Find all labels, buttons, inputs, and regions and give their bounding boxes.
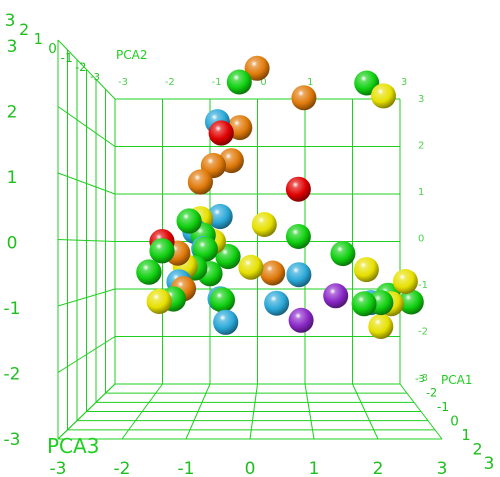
tick-label-left-y: 3 [7, 37, 18, 57]
data-point-purple [323, 283, 349, 309]
data-point-yellow [392, 269, 418, 294]
tick-labels: -3-2-101233210-1-2-3-3-2-101233210-1-2-3… [4, 11, 495, 477]
tick-label-back-top: -3 [118, 77, 128, 88]
data-point-orange [260, 260, 286, 286]
data-point-purple [288, 307, 314, 333]
tick-label-depth-top-left: 2 [19, 20, 29, 39]
tick-label-depth-bottom-right: -2 [426, 387, 437, 400]
tick-label-left-y: 2 [7, 103, 18, 123]
data-points [136, 55, 424, 339]
tick-label-front-x: 1 [309, 459, 320, 477]
tick-label-depth-top-left: -3 [90, 72, 100, 83]
tick-label-depth-top-left: -1 [61, 51, 73, 65]
data-point-blue [264, 290, 290, 316]
tick-label-depth-bottom-right: 2 [472, 440, 482, 459]
tick-label-front-x: -2 [114, 459, 131, 477]
tick-label-depth-top-left: 0 [48, 41, 57, 57]
data-point-orange [291, 85, 317, 111]
tick-label-back-right: -2 [418, 327, 428, 338]
data-point-yellow [146, 288, 172, 314]
pca1-axis-label: PCA1 [441, 373, 472, 387]
data-point-green [149, 238, 175, 264]
data-point-green [398, 289, 424, 315]
data-point-green [226, 69, 252, 95]
tick-label-depth-bottom-right: 1 [461, 427, 470, 444]
tick-label-back-top: -2 [165, 77, 175, 88]
tick-label-back-right: -1 [418, 280, 428, 291]
data-point-green [209, 287, 235, 313]
tick-label-back-top: 0 [260, 77, 266, 88]
tick-label-back-top: -1 [212, 77, 222, 88]
tick-label-front-x: -1 [178, 459, 195, 477]
data-point-green [136, 259, 162, 285]
data-point-blue [207, 203, 233, 230]
data-point-orange [187, 169, 213, 195]
data-point-green [351, 291, 377, 317]
tick-label-depth-bottom-right: 3 [484, 454, 495, 474]
tick-label-left-y: -1 [4, 299, 21, 319]
data-point-green [176, 208, 202, 234]
data-point-red [208, 120, 234, 146]
data-point-blue [286, 262, 312, 288]
tick-label-back-top: 3 [401, 77, 407, 88]
tick-label-depth-top-left: 3 [5, 11, 16, 31]
data-point-yellow [238, 254, 264, 280]
data-point-orange [244, 55, 270, 81]
data-point-green [330, 241, 356, 267]
data-point-red [285, 176, 311, 202]
grid-line-floor-depth [399, 383, 443, 440]
data-point-yellow [368, 314, 394, 339]
data-point-green [285, 224, 311, 249]
tick-label-left-y: 1 [7, 168, 18, 188]
tick-label-left-y: -2 [4, 365, 21, 385]
tick-label-front-x: -3 [50, 459, 67, 477]
tick-label-back-right: 1 [418, 187, 424, 198]
tick-label-depth-top-left: 1 [34, 31, 43, 48]
tick-label-front-x: 0 [245, 459, 256, 477]
tick-label-back-right: 0 [418, 234, 424, 245]
grid-lines [57, 39, 443, 440]
data-point-yellow [353, 257, 379, 283]
tick-label-depth-bottom-right: -3 [415, 374, 425, 385]
tick-label-depth-bottom-right: 0 [450, 414, 459, 430]
tick-label-left-y: 0 [7, 234, 18, 254]
tick-label-front-x: 3 [437, 459, 448, 477]
tick-label-left-y: -3 [4, 430, 21, 450]
data-point-yellow [251, 212, 277, 237]
data-point-yellow [371, 83, 396, 109]
data-point-blue [213, 309, 239, 335]
tick-label-back-top: 1 [307, 77, 313, 88]
pca2-axis-label: PCA2 [116, 48, 147, 62]
pca3-axis-label: PCA3 [47, 434, 99, 458]
grid-line-left-depth [57, 39, 116, 100]
tick-label-depth-top-left: -2 [75, 61, 86, 74]
tick-label-back-right: 2 [418, 141, 424, 152]
tick-label-front-x: 2 [373, 459, 384, 477]
tick-label-back-right: 3 [418, 94, 424, 105]
tick-label-back-right: -3 [418, 373, 428, 384]
data-point-green [192, 236, 218, 262]
tick-label-depth-bottom-right: -1 [437, 400, 449, 414]
